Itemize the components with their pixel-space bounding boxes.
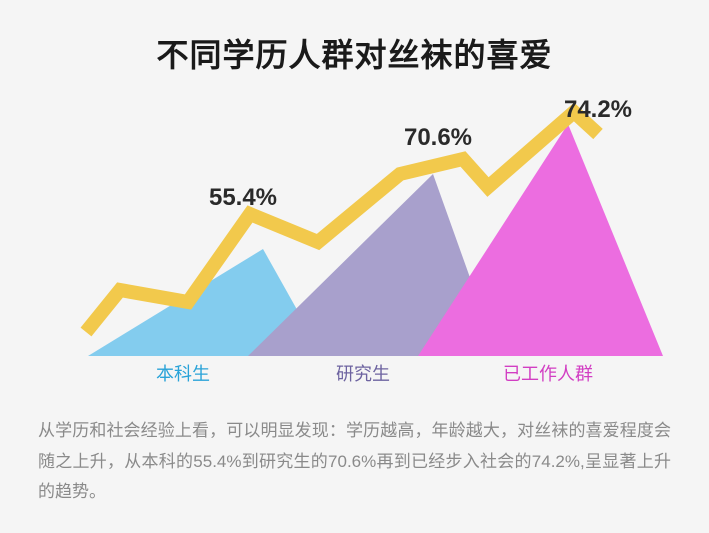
description-text: 从学历和社会经验上看，可以明显发现：学历越高，年龄越大，对丝袜的喜爱程度会随之上…	[38, 416, 671, 508]
page-title: 不同学历人群对丝袜的喜爱	[38, 30, 671, 76]
value-label-0: 55.4%	[209, 184, 277, 212]
category-label-0: 本科生	[156, 360, 210, 386]
category-label-2: 已工作人群	[503, 360, 593, 386]
category-labels-layer: 本科生 研究生 已工作人群	[38, 356, 671, 386]
category-label-1: 研究生	[336, 360, 390, 386]
value-label-2: 74.2%	[564, 96, 632, 124]
value-label-1: 70.6%	[404, 124, 472, 152]
chart-area: 本科生 研究生 已工作人群 55.4% 70.6% 74.2%	[38, 94, 671, 394]
chart-svg	[38, 94, 671, 394]
